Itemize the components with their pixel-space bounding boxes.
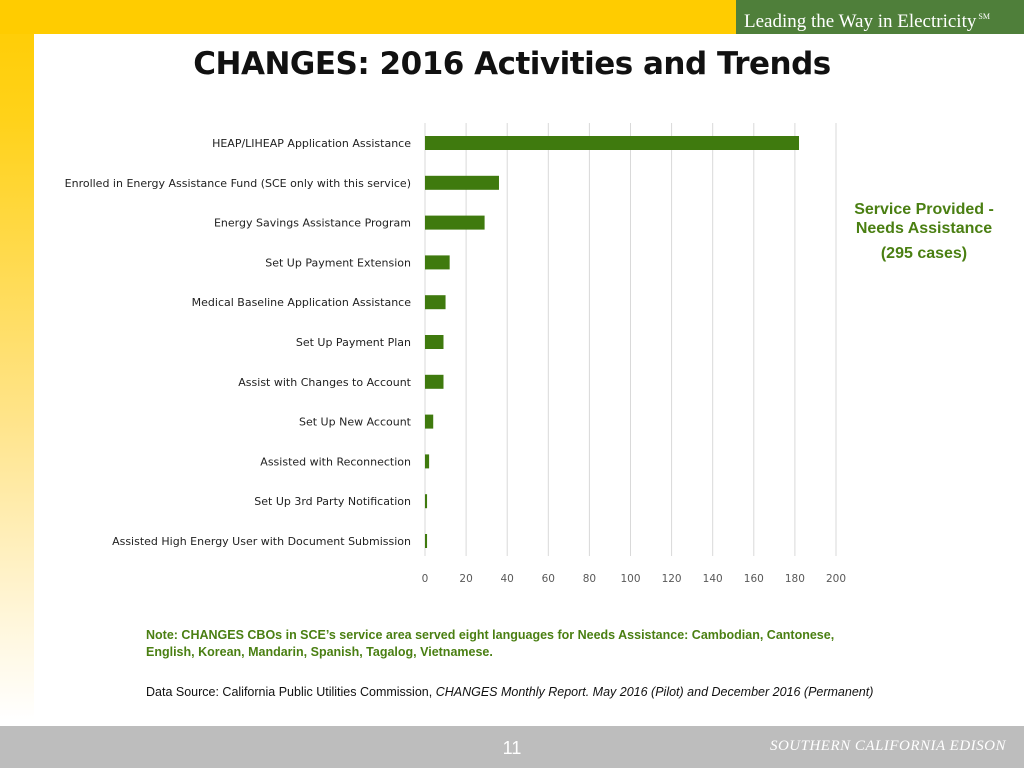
service-mark: SM <box>978 12 990 21</box>
category-label: Medical Baseline Application Assistance <box>192 296 412 309</box>
bar <box>425 374 444 389</box>
x-tick-label: 100 <box>620 573 640 585</box>
slide-title: CHANGES: 2016 Activities and Trends <box>193 46 831 82</box>
bar <box>425 335 444 349</box>
chart-bars <box>425 136 800 548</box>
x-tick-label: 200 <box>826 573 846 585</box>
x-tick-label: 140 <box>703 573 723 585</box>
x-tick-label: 20 <box>459 573 472 585</box>
x-tick-label: 60 <box>542 573 555 585</box>
bar <box>425 255 450 270</box>
tagline-text: Leading the Way in Electricity <box>744 11 977 32</box>
legend-cases: (295 cases) <box>880 245 968 262</box>
category-label: Set Up New Account <box>299 416 412 429</box>
languages-note: Note: CHANGES CBOs in SCE’s service area… <box>146 628 835 659</box>
legend-line-1: Service Provided - <box>854 201 994 218</box>
bar <box>425 215 485 230</box>
category-label: Set Up Payment Extension <box>265 256 411 269</box>
data-source-prefix: Data Source: California Public Utilities… <box>146 685 436 699</box>
category-label: Assist with Changes to Account <box>238 376 411 389</box>
chart-category-labels: HEAP/LIHEAP Application Assistance Enroll… <box>65 137 412 548</box>
category-label: HEAP/LIHEAP Application Assistance <box>212 137 411 150</box>
category-label: Set Up 3rd Party Notification <box>254 495 411 508</box>
category-label: Energy Savings Assistance Program <box>214 217 411 230</box>
category-label: Enrolled in Energy Assistance Fund (SCE … <box>65 177 411 190</box>
footer-bar <box>0 726 1024 768</box>
legend-line-2: Needs Assistance <box>855 220 993 237</box>
brand-tagline: Leading the Way in Electricity SM <box>736 0 1024 34</box>
x-tick-label: 120 <box>662 573 682 585</box>
bar <box>425 454 430 469</box>
chart-gridlines <box>424 123 837 556</box>
x-tick-label: 40 <box>501 573 514 585</box>
chart-x-tick-labels: 0 20 40 60 80 100 120 140 160 180 200 <box>422 573 846 585</box>
category-label: Set Up Payment Plan <box>296 336 411 349</box>
bar <box>425 136 800 150</box>
chart-legend: Service Provided - Needs Assistance (295… <box>846 200 1002 263</box>
x-tick-label: 0 <box>422 573 429 585</box>
x-tick-label: 80 <box>583 573 596 585</box>
data-source: Data Source: California Public Utilities… <box>146 684 916 700</box>
x-tick-label: 160 <box>744 573 764 585</box>
bar <box>425 534 428 548</box>
bar <box>425 494 428 509</box>
category-label: Assisted with Reconnection <box>260 455 411 468</box>
company-name: SOUTHERN CALIFORNIA EDISON <box>769 738 1006 754</box>
category-label: Assisted High Energy User with Document … <box>112 535 411 548</box>
data-source-title: CHANGES Monthly Report. May 2016 (Pilot)… <box>435 685 874 699</box>
bar <box>425 175 499 190</box>
bar <box>425 295 446 310</box>
bar <box>425 414 434 429</box>
x-tick-label: 180 <box>785 573 805 585</box>
bar-chart: HEAP/LIHEAP Application Assistance Enroll… <box>65 123 846 585</box>
page-number: 11 <box>502 738 522 758</box>
